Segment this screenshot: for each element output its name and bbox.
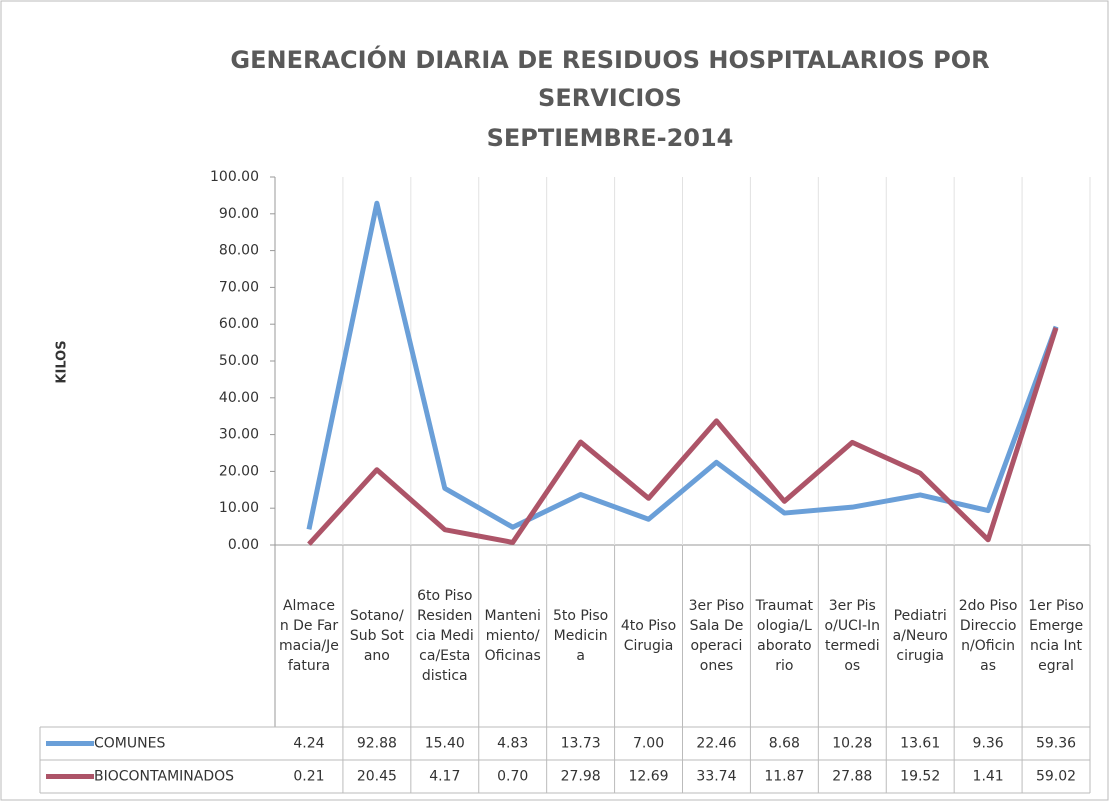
table-value: 13.61 (900, 736, 940, 752)
table-value: 11.87 (764, 769, 804, 785)
category-label: Almacen De Farmacia/Jefatura (279, 598, 339, 674)
table-value: 59.36 (1036, 736, 1076, 752)
table-value: 4.17 (429, 769, 460, 785)
table-value: 27.88 (832, 769, 872, 785)
table-value: 0.70 (497, 769, 528, 785)
y-tick-label: 90.00 (219, 206, 259, 222)
y-tick-label: 10.00 (219, 500, 259, 516)
category-label: Sotano/Sub Sotano (349, 608, 404, 664)
chart-subtitle: SEPTIEMBRE-2014 (486, 124, 734, 152)
legend-label: BIOCONTAMINADOS (94, 769, 234, 785)
y-tick-label: 50.00 (219, 353, 259, 369)
y-tick-label: 70.00 (219, 279, 259, 295)
category-label: Mantenimiento/Oficinas (484, 608, 541, 664)
category-label: Traumatologia/Laboratorio (755, 598, 814, 674)
table-value: 33.74 (696, 769, 736, 785)
table-value: 4.83 (497, 736, 528, 752)
table-value: 9.36 (973, 736, 1004, 752)
y-tick-label: 100.00 (210, 169, 259, 185)
table-value: 4.24 (293, 736, 324, 752)
category-label: 6to Piso Residencia Medica/Estadistica (415, 588, 474, 684)
category-label: 4to Piso Cirugia (620, 618, 677, 654)
table-value: 1.41 (973, 769, 1004, 785)
category-label: 5to Piso Medicina (552, 608, 609, 664)
category-label: 2do Piso Direccion/Oficinas (958, 598, 1018, 674)
chart-title: GENERACIÓN DIARIA DE RESIDUOS HOSPITALAR… (230, 46, 990, 112)
table-value: 0.21 (293, 769, 324, 785)
category-label: 1er Piso Emergencia Integral (1028, 598, 1084, 674)
legend-label: COMUNES (94, 736, 165, 752)
table-value: 15.40 (425, 736, 465, 752)
category-label: 3er Piso Sala De operaciones (688, 598, 745, 674)
table-value: 10.28 (832, 736, 872, 752)
y-tick-label: 60.00 (219, 316, 259, 332)
y-tick-label: 30.00 (219, 427, 259, 443)
category-label: Pediatria/Neurocirugia (892, 608, 948, 664)
y-tick-label: 0.00 (228, 537, 259, 553)
table-value: 12.69 (628, 769, 668, 785)
table-value: 59.02 (1036, 769, 1076, 785)
table-value: 19.52 (900, 769, 940, 785)
table-value: 20.45 (357, 769, 397, 785)
y-axis-label: KILOS (55, 340, 70, 383)
table-value: 7.00 (633, 736, 664, 752)
series-line (307, 327, 1059, 546)
category-label: 3er Piso/UCI-Intermedios (824, 598, 881, 674)
table-value: 8.68 (769, 736, 800, 752)
y-tick-label: 40.00 (219, 390, 259, 406)
table-value: 27.98 (561, 769, 601, 785)
table-value: 22.46 (696, 736, 736, 752)
table-value: 13.73 (561, 736, 601, 752)
y-tick-label: 20.00 (219, 463, 259, 479)
table-value: 92.88 (357, 736, 397, 752)
series-line (306, 200, 1059, 530)
y-tick-label: 80.00 (219, 243, 259, 259)
